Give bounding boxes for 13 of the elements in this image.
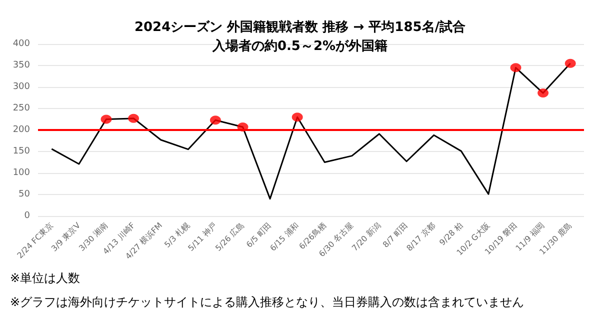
y-tick-label: 100 [12, 168, 30, 178]
chart-subtitle: 入場者の約0.5～2%が外国籍 [211, 38, 388, 54]
chart-title: 2024シーズン 外国籍観戦者数 推移 → 平均185名/試合 [134, 19, 466, 35]
y-tick-label: 250 [12, 104, 30, 114]
y-tick-label: 400 [12, 39, 30, 49]
text: ※グラフは海外向けチケットサイトによる購入推移となり、当日券購入の数は含まれていません [10, 295, 524, 309]
y-tick-label: 200 [12, 125, 30, 135]
y-tick-label: 300 [12, 82, 30, 92]
y-tick-label: 150 [12, 146, 30, 156]
y-tick-label: 350 [12, 60, 30, 70]
text: ※単位は人数 [10, 271, 80, 285]
y-tick-label: 0 [24, 211, 30, 221]
y-tick-label: 50 [18, 190, 30, 200]
